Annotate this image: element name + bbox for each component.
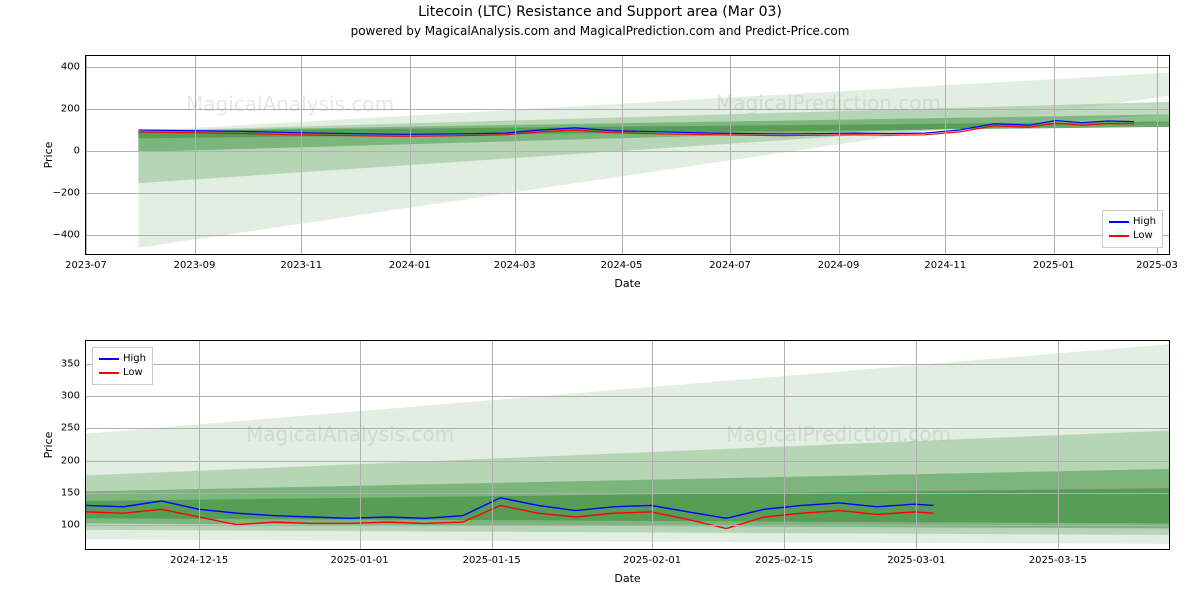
- legend-swatch: [1109, 221, 1129, 223]
- gridline: [1054, 56, 1055, 254]
- gridline: [86, 109, 1169, 110]
- x-tick-label: 2024-12-15: [170, 549, 228, 566]
- bottom-x-axis-label: Date: [614, 572, 640, 585]
- legend-label: High: [123, 352, 146, 366]
- x-tick-label: 2024-03: [494, 254, 536, 271]
- y-tick-label: −200: [53, 187, 86, 198]
- x-tick-label: 2025-01-01: [331, 549, 389, 566]
- gridline: [86, 193, 1169, 194]
- top-x-axis-label: Date: [614, 277, 640, 290]
- gridline: [839, 56, 840, 254]
- x-tick-label: 2025-02-15: [755, 549, 813, 566]
- x-tick-label: 2023-09: [174, 254, 216, 271]
- x-tick-label: 2024-07: [709, 254, 751, 271]
- legend-label: Low: [123, 366, 143, 380]
- gridline: [86, 364, 1169, 365]
- x-tick-label: 2025-03-01: [887, 549, 945, 566]
- bottom-chart-svg: [86, 341, 1169, 549]
- y-tick-label: 400: [61, 61, 86, 72]
- gridline: [86, 67, 1169, 68]
- legend-item: Low: [1109, 229, 1156, 243]
- legend-swatch: [1109, 235, 1129, 237]
- gridline: [86, 461, 1169, 462]
- top-chart-svg: [86, 56, 1169, 254]
- x-tick-label: 2025-03: [1136, 254, 1178, 271]
- legend-item: Low: [99, 366, 146, 380]
- gridline: [86, 56, 87, 254]
- top-chart-panel: −400−20002004002023-072023-092023-112024…: [85, 55, 1170, 255]
- chart-title: Litecoin (LTC) Resistance and Support ar…: [0, 4, 1200, 20]
- y-tick-label: −400: [53, 229, 86, 240]
- gridline: [86, 151, 1169, 152]
- gridline: [1058, 341, 1059, 549]
- x-tick-label: 2024-05: [601, 254, 643, 271]
- bottom-y-axis-label: Price: [42, 432, 55, 459]
- gridline: [730, 56, 731, 254]
- top-plot-area: −400−20002004002023-072023-092023-112024…: [86, 56, 1169, 254]
- legend-item: High: [99, 352, 146, 366]
- legend: HighLow: [92, 347, 153, 385]
- gridline: [622, 56, 623, 254]
- gridline: [360, 341, 361, 549]
- gridline: [86, 396, 1169, 397]
- gridline: [492, 341, 493, 549]
- legend-label: High: [1133, 215, 1156, 229]
- gridline: [86, 428, 1169, 429]
- y-tick-label: 150: [61, 487, 86, 498]
- chart-subtitle: powered by MagicalAnalysis.com and Magic…: [0, 24, 1200, 38]
- gridline: [784, 341, 785, 549]
- x-tick-label: 2024-09: [818, 254, 860, 271]
- gridline: [199, 341, 200, 549]
- gridline: [945, 56, 946, 254]
- x-tick-label: 2025-01-15: [463, 549, 521, 566]
- gridline: [86, 493, 1169, 494]
- gridline: [86, 525, 1169, 526]
- gridline: [410, 56, 411, 254]
- bottom-chart-panel: 1001502002503003502024-12-152025-01-0120…: [85, 340, 1170, 550]
- y-tick-label: 200: [61, 455, 86, 466]
- x-tick-label: 2025-02-01: [623, 549, 681, 566]
- gridline: [86, 235, 1169, 236]
- x-tick-label: 2023-11: [280, 254, 322, 271]
- legend-swatch: [99, 358, 119, 360]
- gridline: [515, 56, 516, 254]
- y-tick-label: 0: [74, 145, 86, 156]
- legend: HighLow: [1102, 210, 1163, 248]
- x-tick-label: 2023-07: [65, 254, 107, 271]
- gridline: [301, 56, 302, 254]
- legend-swatch: [99, 372, 119, 374]
- gridline: [195, 56, 196, 254]
- x-tick-label: 2025-01: [1033, 254, 1075, 271]
- legend-label: Low: [1133, 229, 1153, 243]
- gridline: [652, 341, 653, 549]
- y-tick-label: 200: [61, 103, 86, 114]
- x-tick-label: 2025-03-15: [1029, 549, 1087, 566]
- y-tick-label: 250: [61, 423, 86, 434]
- bottom-plot-area: 1001502002503003502024-12-152025-01-0120…: [86, 341, 1169, 549]
- legend-item: High: [1109, 215, 1156, 229]
- top-y-axis-label: Price: [42, 142, 55, 169]
- y-tick-label: 100: [61, 520, 86, 531]
- y-tick-label: 300: [61, 390, 86, 401]
- x-tick-label: 2024-11: [924, 254, 966, 271]
- y-tick-label: 350: [61, 358, 86, 369]
- gridline: [916, 341, 917, 549]
- figure: Litecoin (LTC) Resistance and Support ar…: [0, 0, 1200, 600]
- x-tick-label: 2024-01: [389, 254, 431, 271]
